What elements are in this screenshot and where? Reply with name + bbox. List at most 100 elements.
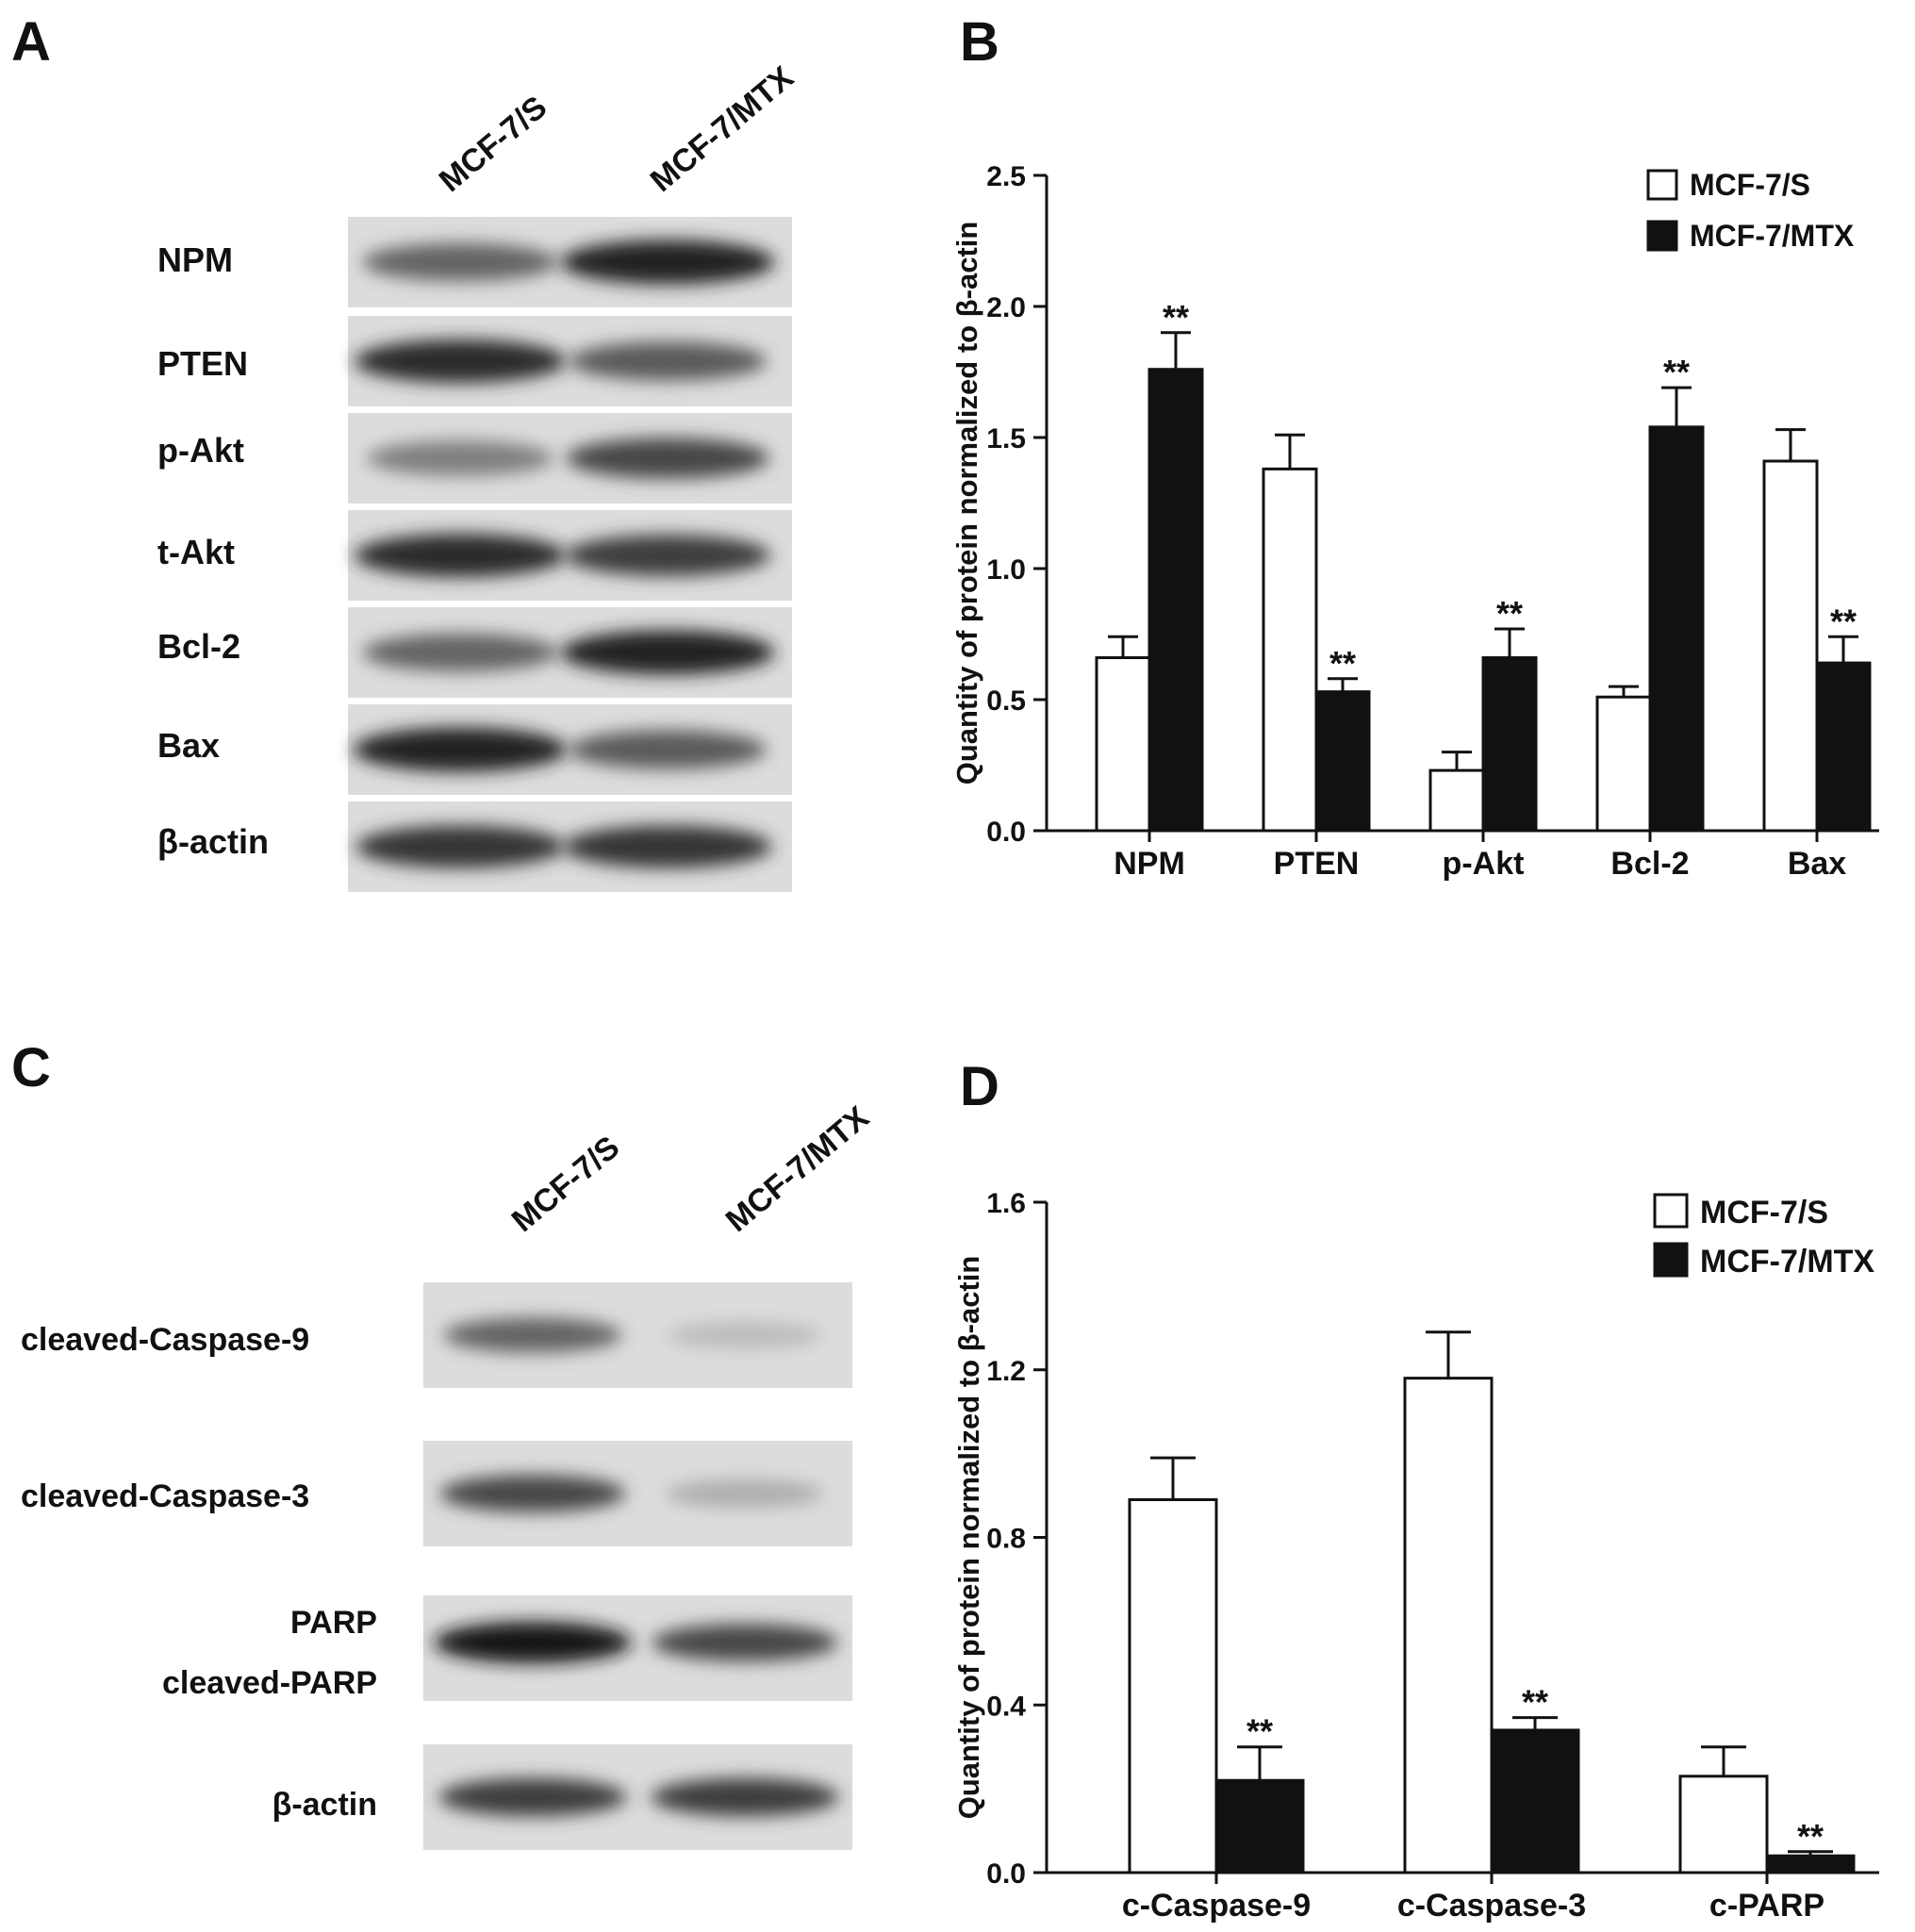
band-pten-lane-1 [354, 339, 567, 384]
significance-pten-mcf-7-mtx: ** [1329, 644, 1356, 683]
blot-strip-pten [348, 316, 792, 406]
band-p-akt-lane-1 [366, 440, 554, 476]
blot-label-cleaved-caspase-3: cleaved-Caspase-3 [21, 1478, 309, 1514]
band-cleaved-caspase-3-lane-2 [666, 1479, 824, 1508]
legend-swatch-mcf-7-s [1646, 169, 1678, 201]
band-cleaved-caspase-9-lane-1 [443, 1317, 622, 1353]
blot-label-npm: NPM [157, 240, 233, 279]
band-t-akt-lane-1 [354, 533, 567, 578]
bar-pten-mcf-7-mtx [1314, 690, 1371, 833]
y-tick-label-b: 2.0 [986, 292, 1026, 323]
band-p-akt-lane-2 [566, 438, 769, 479]
blot-strip-cleaved-caspase-9 [423, 1282, 852, 1388]
blot-strip-bax [348, 704, 792, 795]
y-tick-label-b: 0.5 [986, 685, 1026, 717]
band-cleaved-caspase-3-lane-1 [439, 1475, 626, 1512]
bar-npm-mcf-7-s [1095, 656, 1151, 833]
bar-c-caspase-3-mcf-7-s [1403, 1377, 1494, 1874]
lane-label-mcf7s: MCF-7/S [433, 90, 554, 200]
bar-bax-mcf-7-s [1762, 459, 1819, 833]
blot-label-t-akt: t-Akt [157, 533, 235, 571]
x-tick-label-npm: NPM [1114, 846, 1185, 882]
x-tick-label-p-akt: p-Akt [1443, 846, 1525, 882]
legend-swatch-mcf-7-mtx [1646, 220, 1678, 252]
band-bcl-2-lane-1 [362, 633, 558, 672]
y-tick-label-b: 2.5 [986, 161, 1026, 192]
x-tick-label-bax: Bax [1788, 846, 1846, 882]
blot-label-bax: Bax [157, 726, 220, 765]
bar-c-parp-mcf-7-s [1678, 1775, 1769, 1874]
bar-p-akt-mcf-7-s [1428, 768, 1485, 833]
blot-label-pten: PTEN [157, 344, 248, 383]
y-tick-label-d: 0.8 [986, 1524, 1026, 1555]
legend-swatch-mcf-7-mtx [1653, 1242, 1689, 1278]
bar-bcl-2-mcf-7-mtx [1648, 425, 1705, 833]
bar-npm-mcf-7-mtx [1147, 368, 1204, 833]
western-blot-c: MCF-7/S MCF-7/MTX cleaved-Caspase-9 clea… [21, 1099, 876, 1850]
bar-c-parp-mcf-7-mtx [1765, 1854, 1856, 1874]
blot-strip-bcl-2 [348, 607, 792, 698]
bar-bax-mcf-7-mtx [1815, 661, 1872, 833]
significance-bax-mcf-7-mtx: ** [1830, 602, 1857, 640]
blot-label-beta-actin: β-actin [272, 1787, 377, 1823]
blot-strip-cleaved-caspase-3 [423, 1441, 852, 1546]
panel-letter-b: B [960, 11, 999, 73]
significance-bcl-2-mcf-7-mtx: ** [1663, 353, 1690, 391]
significance-c-caspase-9-mcf-7-mtx: ** [1246, 1712, 1273, 1751]
bar-chart-d: 0.0 0.4 0.8 1.2 1.6 Quantity of protein norma… [952, 1188, 1879, 1924]
significance-npm-mcf-7-mtx: ** [1163, 298, 1189, 337]
blot-label-cleaved-caspase-9: cleaved-Caspase-9 [21, 1322, 309, 1358]
panel-letter-c: C [11, 1037, 51, 1098]
y-axis-label-d: Quantity of protein normalized to β-acti… [952, 1256, 985, 1820]
bar-bcl-2-mcf-7-s [1595, 695, 1652, 833]
band-beta-actin-lane-1 [438, 1777, 627, 1817]
y-tick-label-d: 1.6 [986, 1188, 1026, 1219]
x-tick-label-c-caspase-9: c-Caspase-9 [1122, 1888, 1311, 1924]
blot-label-parp: PARP [290, 1605, 377, 1641]
lane-label-mcf7mtx: MCF-7/MTX [644, 59, 801, 199]
x-tick-label-c-parp: c-PARP [1709, 1888, 1824, 1924]
legend-label-mcf-7-mtx: MCF-7/MTX [1700, 1244, 1874, 1280]
band-parp-lane-2 [652, 1624, 838, 1661]
blot-label-p-akt: p-Akt [157, 431, 244, 470]
band-npm-lane-1 [362, 242, 558, 282]
blot-strip-t-akt [348, 510, 792, 601]
significance-p-akt-mcf-7-mtx: ** [1496, 594, 1523, 633]
lane-label-mcf7s: MCF-7/S [505, 1130, 627, 1240]
legend-label-mcf-7-s: MCF-7/S [1700, 1195, 1828, 1230]
band-beta-actin-lane-2 [563, 825, 772, 868]
panel-letter-a: A [11, 11, 51, 73]
legend-label-mcf-7-s: MCF-7/S [1690, 168, 1810, 202]
blot-strip-beta-actin [348, 801, 792, 892]
blot-label-beta-actin: β-actin [157, 822, 269, 861]
western-blot-a: MCF-7/S MCF-7/MTX NPM PTEN p-Akt t-Akt B… [157, 59, 801, 892]
band-npm-lane-2 [560, 239, 775, 285]
legend-swatch-mcf-7-s [1653, 1193, 1689, 1229]
blot-label-cleaved-parp: cleaved-PARP [162, 1665, 377, 1701]
significance-c-caspase-3-mcf-7-mtx: ** [1522, 1683, 1548, 1722]
x-tick-label-bcl-2: Bcl-2 [1610, 846, 1689, 882]
y-tick-label-d: 0.4 [986, 1691, 1026, 1722]
bar-c-caspase-3-mcf-7-mtx [1490, 1728, 1580, 1874]
x-tick-label-pten: PTEN [1274, 846, 1360, 882]
blot-label-bcl-2: Bcl-2 [157, 627, 240, 666]
blot-strip-beta-actin [423, 1744, 852, 1850]
band-pten-lane-2 [569, 341, 767, 381]
blot-strip-p-akt [348, 413, 792, 504]
y-tick-label-b: 1.0 [986, 554, 1026, 586]
y-tick-label-d: 1.2 [986, 1356, 1026, 1387]
bar-pten-mcf-7-s [1262, 467, 1318, 833]
y-tick-label-b: 1.5 [986, 423, 1026, 454]
band-bax-lane-2 [569, 730, 767, 769]
y-tick-label-d: 0.0 [986, 1858, 1026, 1890]
panel-letter-d: D [960, 1056, 999, 1117]
lane-label-mcf7mtx: MCF-7/MTX [719, 1099, 876, 1239]
band-parp-lane-1 [434, 1622, 632, 1663]
blot-strip-parp [423, 1595, 852, 1701]
band-cleaved-caspase-9-lane-2 [668, 1321, 822, 1349]
blot-strip-npm [348, 217, 792, 307]
bar-c-caspase-9-mcf-7-s [1128, 1498, 1218, 1874]
bar-p-akt-mcf-7-mtx [1481, 656, 1538, 833]
